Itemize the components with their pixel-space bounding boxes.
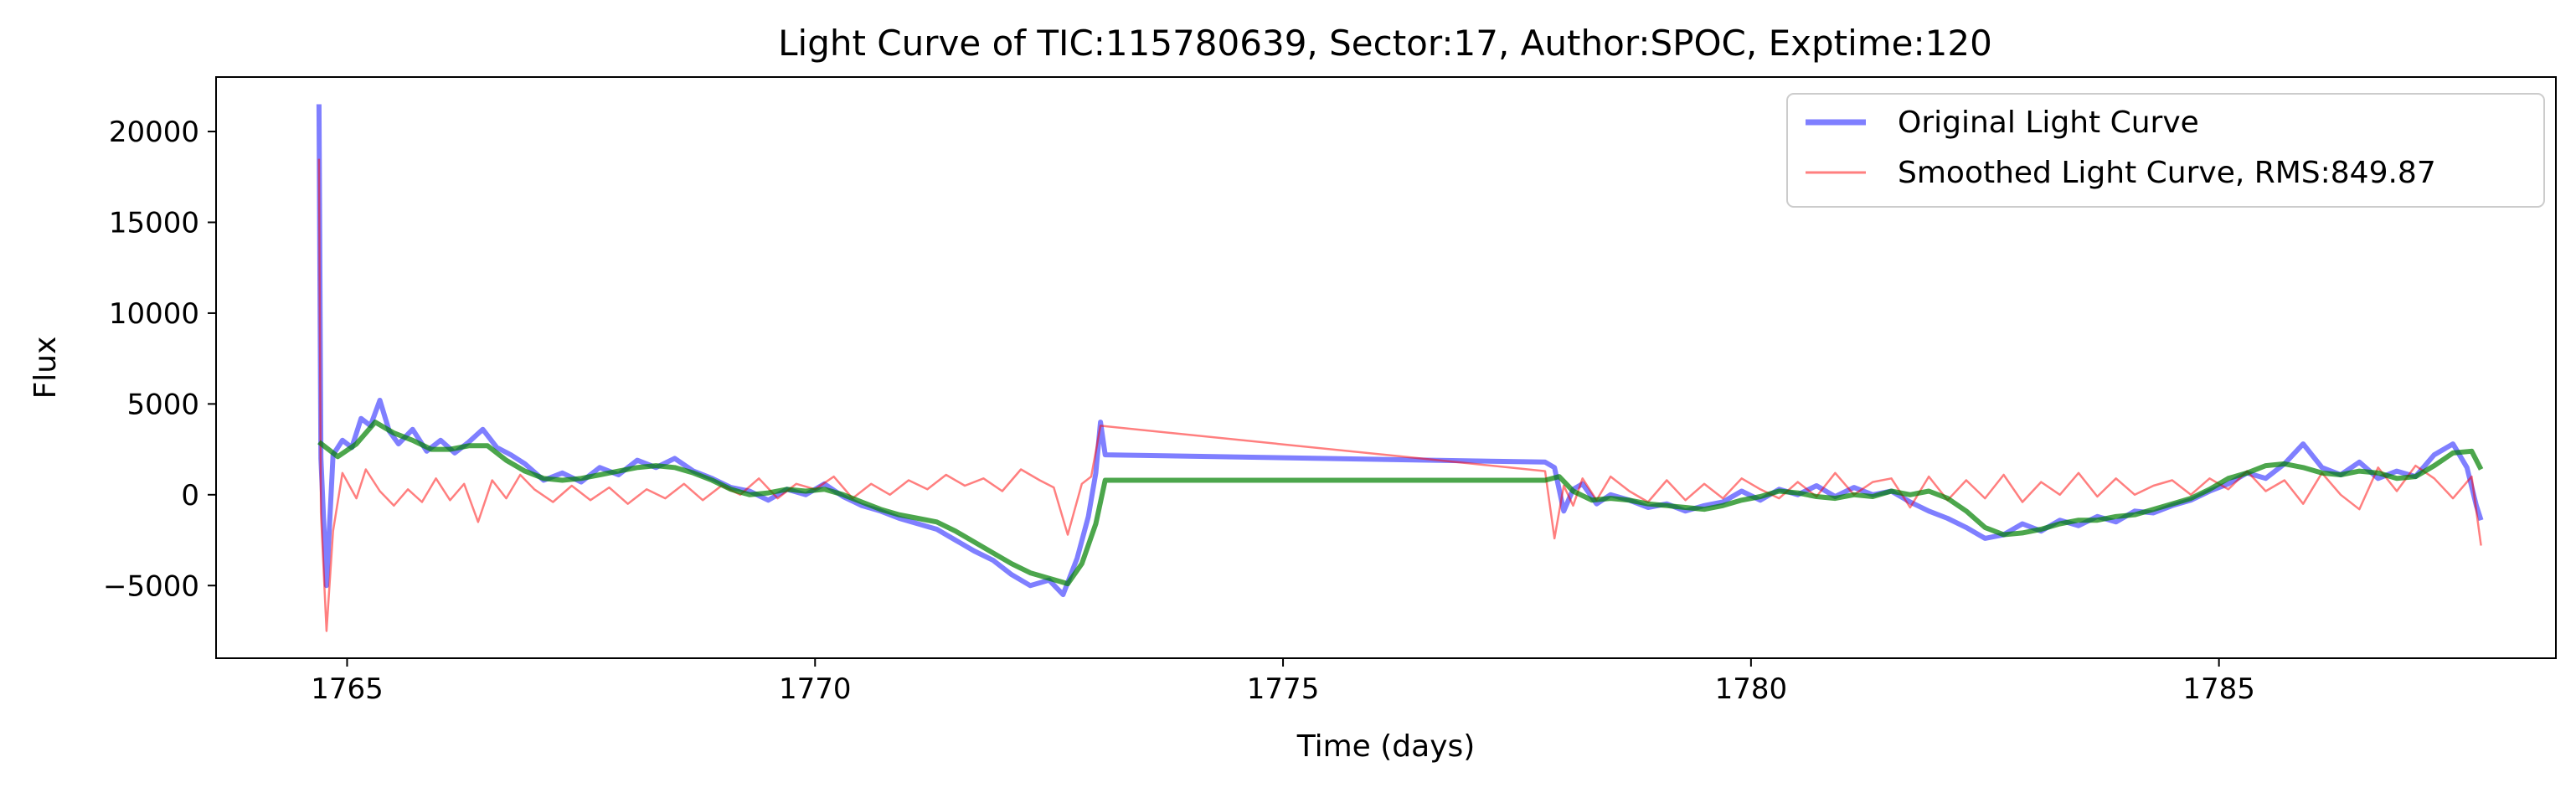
- x-tick-label: 1770: [779, 672, 852, 706]
- y-tick-label: −5000: [103, 569, 199, 603]
- legend-frame: [1786, 93, 2545, 208]
- y-tick-label: 10000: [109, 297, 199, 331]
- y-axis-label: Flux: [28, 337, 63, 399]
- legend-label-original: Original Light Curve: [1898, 106, 2199, 140]
- x-tick-label: 1765: [311, 672, 384, 706]
- series-line-1: [317, 158, 2482, 632]
- x-tick-label: 1780: [1715, 672, 1788, 706]
- series-layer: [316, 104, 2484, 632]
- chart-title: Light Curve of TIC:115780639, Sector:17,…: [778, 23, 1992, 64]
- y-tick-label: 20000: [109, 116, 199, 149]
- x-tick-label: 1785: [2182, 672, 2255, 706]
- legend: Original Light Curve Smoothed Light Curv…: [1786, 93, 2545, 208]
- x-axis-label: Time (days): [1296, 729, 1476, 764]
- legend-label-smoothed: Smoothed Light Curve, RMS:849.87: [1898, 156, 2436, 190]
- y-tick-label: 5000: [126, 388, 199, 421]
- plot-frame: [215, 76, 2557, 659]
- series-line-2: [317, 420, 2484, 587]
- x-axis: 1765 1770 1775 1780 1785: [311, 658, 2255, 706]
- x-tick-label: 1775: [1247, 672, 1320, 706]
- y-tick-label: 15000: [109, 207, 199, 240]
- y-axis: −5000 0 5000 10000 15000 20000: [103, 116, 216, 603]
- y-tick-label: 0: [181, 479, 199, 512]
